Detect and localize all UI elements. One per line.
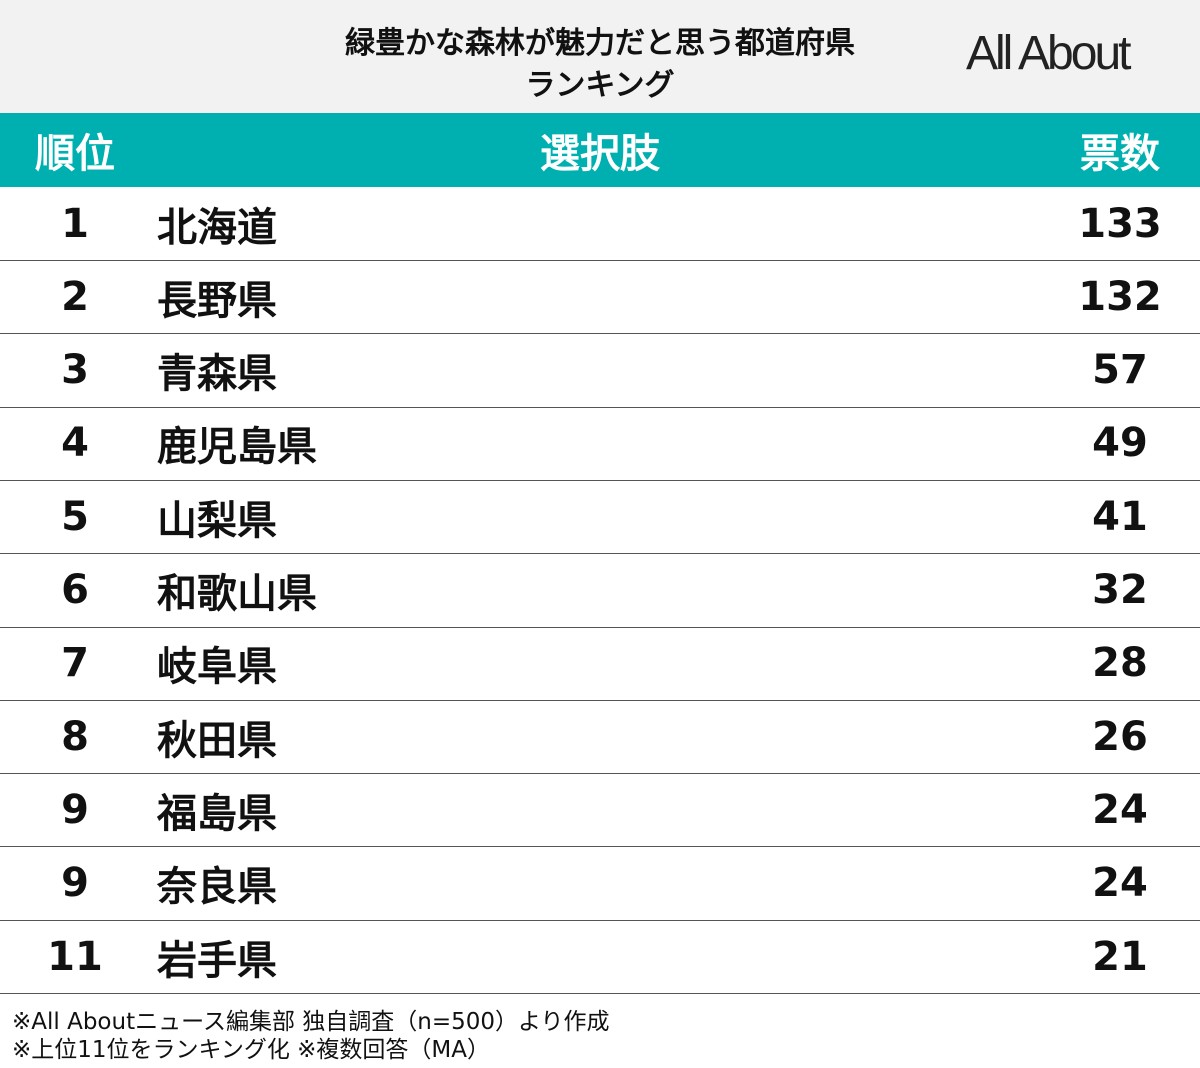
logo: All About [966,27,1131,80]
header: 緑豊かな森林が魅力だと思う都道府県 ランキング All About [0,0,1200,113]
column-header: 選択肢 [540,131,660,177]
prefecture: 岐阜県 [157,644,277,691]
rank: 6 [61,567,89,613]
rank: 9 [61,860,89,907]
votes: 49 [1092,420,1148,467]
prefecture: 福島県 [157,790,277,837]
votes: 24 [1092,860,1148,907]
rank: 7 [61,640,89,687]
table-row: 6 和歌山県 32 [0,554,1200,628]
table-header: 順位 選択肢 票数 [0,113,1200,187]
column-header: 順位 [35,131,115,177]
rank: 2 [61,273,89,320]
title-line: ランキング [525,68,675,103]
footnote: ※上位11位をランキング化 ※複数回答（MA） [12,1037,491,1063]
prefecture: 青森県 [157,351,277,398]
prefecture: 奈良県 [157,864,277,911]
table-row: 11 岩手県 21 [0,920,1200,994]
table-row: 7 岐阜県 28 [0,627,1200,701]
table-row: 9 福島県 24 [0,773,1200,848]
table-row: 3 青森県 57 [0,334,1200,408]
votes: 21 [1092,933,1148,980]
rank: 4 [61,420,89,467]
table-row: 8 秋田県 26 [0,700,1200,775]
table-row: 9 奈良県 24 [0,847,1200,921]
rank: 5 [61,493,89,540]
votes: 132 [1078,273,1162,320]
votes: 26 [1092,713,1148,760]
footnote: ※All Aboutニュース編集部 独自調査（n=500）より作成 [12,1009,610,1035]
votes: 133 [1078,200,1162,247]
votes: 32 [1092,567,1148,613]
table-row: 1 北海道 133 [0,187,1200,261]
votes: 41 [1092,493,1148,540]
column-header: 票数 [1080,131,1160,177]
prefecture: 和歌山県 [157,571,317,617]
prefecture: 長野県 [157,277,277,324]
prefecture: 岩手県 [157,937,277,984]
votes: 24 [1092,786,1148,833]
title-line: 緑豊かな森林が魅力だと思う都道府県 [345,26,855,61]
table-row: 2 長野県 132 [0,260,1200,335]
prefecture: 北海道 [157,204,277,251]
rank: 8 [61,713,89,760]
rank: 3 [61,347,89,394]
votes: 28 [1092,640,1148,687]
prefecture: 鹿児島県 [157,424,317,471]
table-row: 5 山梨県 41 [0,480,1200,555]
rank: 1 [61,200,89,247]
table-row: 4 鹿児島県 49 [0,407,1200,481]
votes: 57 [1092,347,1148,394]
rank: 9 [61,786,89,833]
prefecture: 山梨県 [157,497,277,544]
prefecture: 秋田県 [157,717,277,764]
rank: 11 [47,933,103,980]
